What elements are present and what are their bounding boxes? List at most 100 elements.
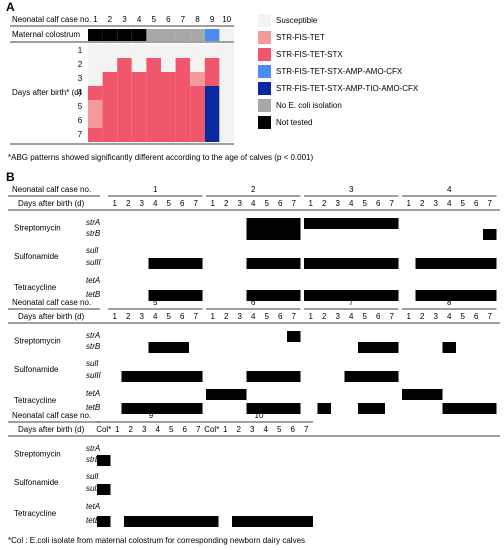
gene-cell: [189, 359, 203, 370]
gene-cell: [331, 229, 345, 240]
gene-cell: [121, 403, 135, 414]
gene-cell: [274, 246, 288, 257]
legend-swatch: [258, 31, 271, 44]
gene-cell: [287, 229, 301, 240]
gene-cell: [192, 502, 206, 513]
gene-cell: [149, 276, 163, 287]
gene-cell: [385, 389, 399, 400]
gene-cell: [138, 472, 152, 483]
gene-cell: [259, 444, 273, 455]
pattern-cell: [117, 72, 132, 86]
gene-cell: [456, 359, 470, 370]
day-label: 7: [194, 312, 199, 321]
gene-cell: [149, 246, 163, 257]
gene-cell: [220, 246, 234, 257]
gene-cell: [175, 403, 189, 414]
case-label: 2: [108, 15, 113, 24]
gene-cell: [246, 484, 260, 495]
gene-cell: [304, 389, 318, 400]
legend-swatch: [258, 14, 271, 27]
class-label: Tetracycline: [14, 283, 57, 292]
case-label: 4: [447, 185, 452, 194]
gene-cell: [470, 371, 484, 382]
gene-cell: [415, 290, 429, 301]
pattern-cell: [219, 100, 234, 114]
gene-cell: [358, 389, 372, 400]
gene-cell: [108, 276, 122, 287]
gene-cell: [371, 258, 385, 269]
gene-cell: [247, 331, 261, 342]
gene-cell: [205, 484, 219, 495]
class-label: Streptomycin: [14, 337, 61, 346]
gene-cell: [151, 484, 165, 495]
gene-cell: [135, 258, 149, 269]
gene-cell: [273, 258, 287, 269]
gene-cell: [416, 218, 430, 229]
gene-cell: [219, 472, 233, 483]
gene-cell: [273, 371, 287, 382]
day-label: 1: [78, 46, 83, 55]
gene-cell: [483, 359, 497, 370]
gene-cell: [318, 389, 332, 400]
gene-cell: [178, 484, 192, 495]
gene-cell: [220, 342, 234, 353]
gene-cell: [429, 403, 443, 414]
gene-cell: [108, 246, 122, 257]
gene-cell: [122, 218, 136, 229]
gene-cell: [318, 342, 332, 353]
gene-cell: [442, 342, 456, 353]
gene-cell: [402, 276, 416, 287]
gene-cell: [178, 444, 192, 455]
gene-cell: [442, 403, 456, 414]
gene-cell: [246, 455, 260, 466]
day-label: 5: [265, 312, 270, 321]
legend-label: STR-FIS-TET: [276, 33, 325, 42]
gene-label: strA: [86, 218, 100, 227]
gene-cell: [162, 218, 176, 229]
day-label: 2: [322, 312, 327, 321]
gene-cell: [148, 290, 162, 301]
gene-cell: [345, 276, 359, 287]
gene-cell: [402, 371, 416, 382]
gene-cell: [135, 246, 149, 257]
legend-swatch: [258, 116, 271, 129]
day-label: 3: [142, 425, 147, 434]
gene-cell: [176, 229, 190, 240]
gene-cell: [148, 403, 162, 414]
day-label: 7: [488, 312, 493, 321]
gene-cell: [344, 290, 358, 301]
header: Neonatal calf case no.: [12, 185, 91, 194]
gene-cell: [189, 389, 203, 400]
gene-cell: [416, 331, 430, 342]
gene-cell: [219, 484, 233, 495]
gene-cell: [205, 516, 219, 527]
pattern-cell: [102, 128, 118, 142]
pattern-cell: [175, 44, 191, 58]
gene-cell: [111, 516, 125, 527]
day-label: 4: [251, 199, 256, 208]
gene-cell: [138, 444, 152, 455]
gene-cell: [443, 229, 457, 240]
gene-cell: [246, 502, 260, 513]
gene-cell: [470, 276, 484, 287]
gene-cell: [372, 331, 386, 342]
legend-label: STR-FIS-TET-STX: [276, 50, 343, 59]
day-label: 2: [224, 199, 229, 208]
gene-cell: [162, 246, 176, 257]
gene-cell: [415, 258, 429, 269]
gene-cell: [220, 403, 234, 414]
gene-cell: [137, 516, 151, 527]
pattern-cell: [88, 86, 103, 100]
gene-cell: [483, 246, 497, 257]
pattern-cell: [88, 44, 103, 58]
gene-cell: [456, 403, 470, 414]
gene-cell: [162, 290, 176, 301]
gene-cell: [206, 258, 220, 269]
day-label: 2: [322, 199, 327, 208]
pattern-cell: [219, 86, 234, 100]
days-label: Days after birth (d): [18, 199, 85, 208]
gene-cell: [176, 276, 190, 287]
gene-cell: [304, 290, 318, 301]
pattern-cell: [219, 72, 234, 86]
day-label: 6: [376, 312, 381, 321]
